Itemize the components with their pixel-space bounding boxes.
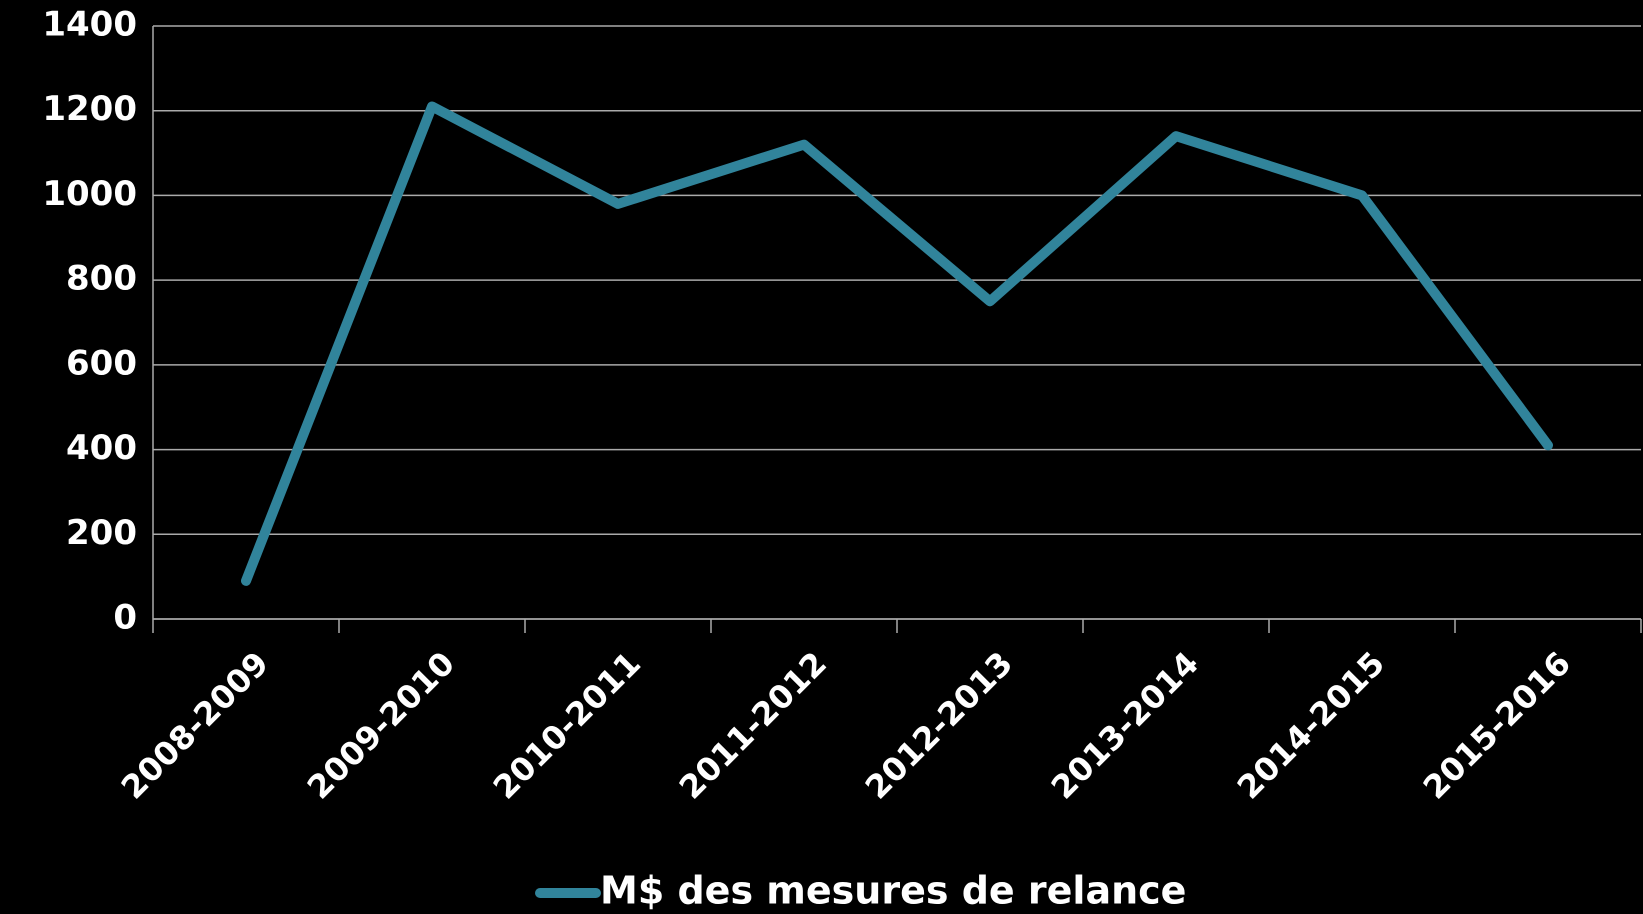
legend-label: M$ des mesures de relance	[600, 869, 1186, 913]
x-tick-label: 2015-2016	[1416, 644, 1578, 806]
x-tick-label: 2012-2013	[858, 644, 1020, 806]
y-tick-label: 200	[66, 513, 137, 553]
x-tick-label: 2014-2015	[1230, 644, 1392, 806]
x-tick-label: 2013-2014	[1044, 644, 1206, 806]
y-tick-label: 800	[66, 259, 137, 299]
y-tick-label: 400	[66, 428, 137, 468]
y-tick-label: 600	[66, 343, 137, 383]
x-tick-label: 2008-2009	[114, 644, 276, 806]
y-tick-label: 0	[113, 598, 137, 638]
x-tick-label: 2011-2012	[672, 644, 834, 806]
line	[241, 101, 1553, 586]
y-tick-label: 1200	[42, 89, 137, 129]
y-tick-label: 1000	[42, 174, 137, 214]
y-tick-label: 1400	[42, 5, 137, 45]
x-tick-label: 2009-2010	[300, 644, 462, 806]
x-tick-label: 2010-2011	[486, 644, 648, 806]
